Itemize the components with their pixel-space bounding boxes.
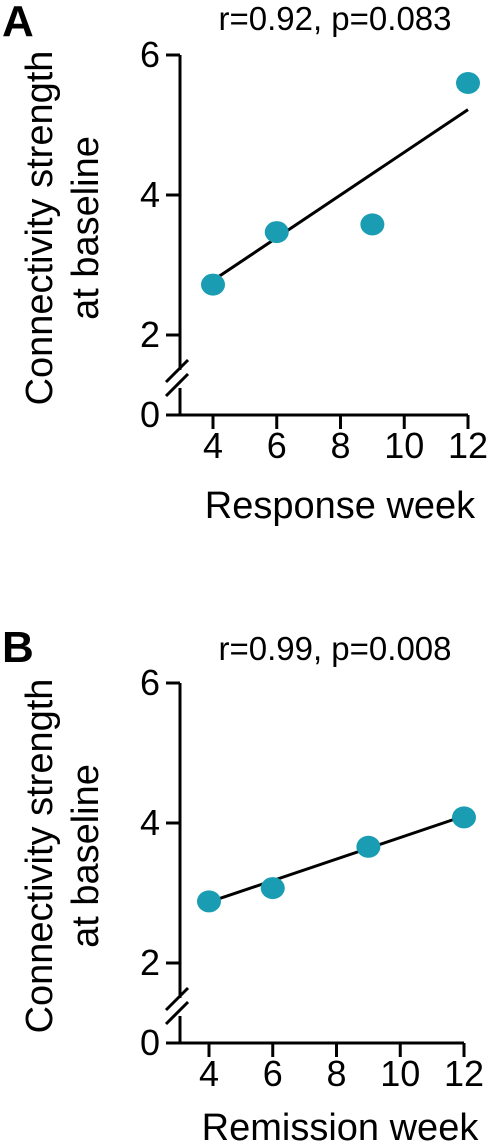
x-tick-label: 12 [444, 1053, 484, 1094]
regression-line [208, 814, 465, 904]
x-tick-label: 4 [203, 425, 223, 466]
x-axis-title: Response week [205, 485, 476, 527]
y-tick-label: 4 [140, 174, 160, 215]
y-tick-label: 2 [140, 314, 160, 355]
data-point [260, 877, 285, 900]
axis-break-mark [164, 372, 190, 398]
data-point [201, 273, 225, 296]
x-axis-title: Remission week [202, 1107, 480, 1146]
data-point [456, 72, 480, 94]
x-tick-label: 12 [448, 425, 488, 466]
y-tick-label: 2 [140, 942, 160, 983]
x-tick-label: 8 [326, 1053, 346, 1094]
stat-annotation: r=0.92, p=0.083 [218, 0, 451, 37]
x-tick-label: 10 [384, 425, 424, 466]
y-axis-title-line-1: Connectivity strength [19, 51, 61, 406]
x-tick-label: 10 [380, 1053, 420, 1094]
axis-break-mark [164, 1000, 190, 1026]
y-tick-label: 0 [140, 1022, 160, 1063]
regression-line [212, 108, 469, 282]
x-tick-label: 4 [199, 1053, 219, 1094]
y-axis-title-line-1: Connectivity strength [19, 679, 61, 1034]
x-tick-label: 6 [263, 1053, 283, 1094]
stat-annotation: r=0.99, p=0.008 [218, 630, 451, 667]
data-point [264, 221, 289, 244]
panel-label: A [2, 0, 34, 46]
y-tick-label: 6 [140, 34, 160, 75]
panel-label: B [2, 623, 34, 672]
y-axis-title-line-2: at baseline [65, 764, 107, 948]
y-tick-label: 0 [140, 394, 160, 435]
y-tick-label: 4 [140, 802, 160, 843]
x-tick-label: 8 [330, 425, 350, 466]
y-axis-title-line-2: at baseline [65, 136, 107, 320]
data-point [452, 806, 476, 829]
data-point [356, 835, 381, 858]
x-tick-label: 6 [267, 425, 287, 466]
y-tick-label: 6 [140, 662, 160, 703]
axis-break-mark [164, 358, 190, 384]
data-point [197, 890, 221, 913]
data-point [360, 213, 385, 236]
axis-break-mark [164, 986, 190, 1012]
